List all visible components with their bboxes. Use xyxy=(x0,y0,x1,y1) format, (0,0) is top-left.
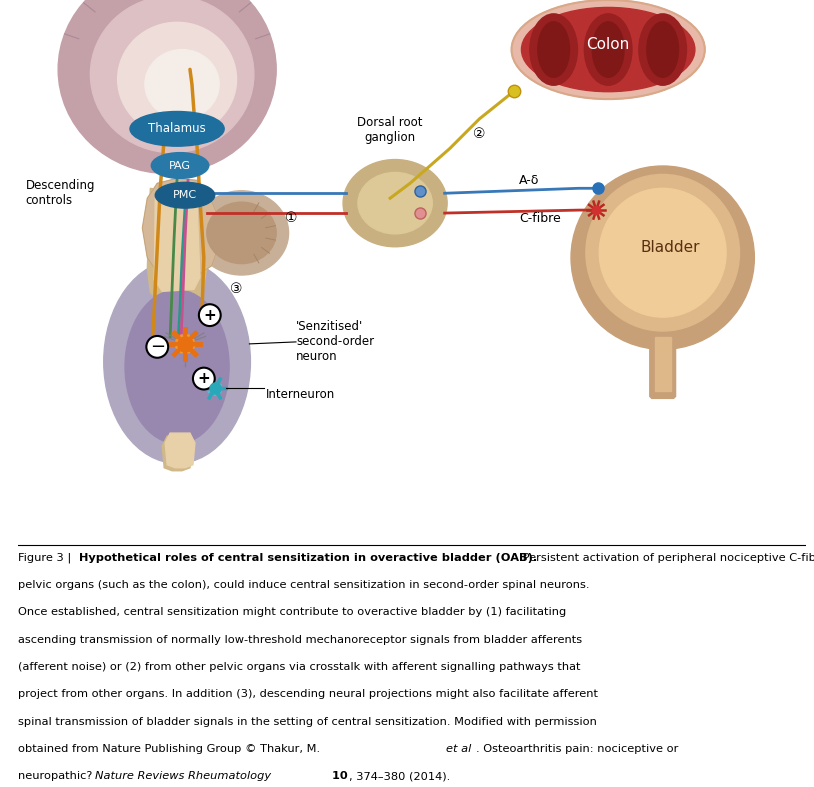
Ellipse shape xyxy=(343,160,447,247)
Text: 10: 10 xyxy=(327,771,348,781)
Ellipse shape xyxy=(90,0,254,153)
Ellipse shape xyxy=(358,172,432,234)
Text: C-fibre: C-fibre xyxy=(519,212,561,224)
Ellipse shape xyxy=(145,50,219,119)
Text: A-δ: A-δ xyxy=(519,174,540,187)
Text: ascending transmission of normally low-threshold mechanoreceptor signals from bl: ascending transmission of normally low-t… xyxy=(18,635,582,645)
Text: Thalamus: Thalamus xyxy=(148,122,206,135)
Polygon shape xyxy=(147,188,207,302)
Ellipse shape xyxy=(195,190,289,275)
Ellipse shape xyxy=(130,112,224,146)
Text: Dorsal root
ganglion: Dorsal root ganglion xyxy=(357,116,423,144)
Polygon shape xyxy=(142,179,220,279)
Ellipse shape xyxy=(599,188,726,317)
Text: ①: ① xyxy=(285,211,297,225)
Ellipse shape xyxy=(151,153,209,179)
Text: 'Senzitised'
second-order
neuron: 'Senzitised' second-order neuron xyxy=(296,320,374,364)
Ellipse shape xyxy=(530,14,577,85)
Text: . Osteoarthritis pain: nociceptive or: . Osteoarthritis pain: nociceptive or xyxy=(476,744,679,754)
Text: +: + xyxy=(204,308,217,323)
Text: Once established, central sensitization might contribute to overactive bladder b: Once established, central sensitization … xyxy=(18,608,567,618)
Circle shape xyxy=(193,368,215,390)
Text: Descending
controls: Descending controls xyxy=(25,179,95,207)
Text: PMC: PMC xyxy=(173,190,197,200)
Text: Hypothetical roles of central sensitization in overactive bladder (OAB).: Hypothetical roles of central sensitizat… xyxy=(79,552,536,563)
Ellipse shape xyxy=(593,22,624,77)
Ellipse shape xyxy=(584,14,632,85)
Ellipse shape xyxy=(522,7,695,91)
Ellipse shape xyxy=(571,166,755,349)
Text: (afferent noise) or (2) from other pelvic organs via crosstalk with afferent sig: (afferent noise) or (2) from other pelvi… xyxy=(18,662,580,672)
Text: Bladder: Bladder xyxy=(641,240,700,255)
Text: project from other organs. In addition (3), descending neural projections might : project from other organs. In addition (… xyxy=(18,689,598,700)
Text: Nature Reviews Rheumatology: Nature Reviews Rheumatology xyxy=(95,771,271,781)
Ellipse shape xyxy=(511,0,705,99)
Text: Figure 3 |: Figure 3 | xyxy=(18,552,75,563)
Ellipse shape xyxy=(639,14,686,85)
Text: −: − xyxy=(150,338,164,356)
Text: ②: ② xyxy=(473,127,486,141)
Polygon shape xyxy=(654,337,671,391)
Text: , 374–380 (2014).: , 374–380 (2014). xyxy=(349,771,450,781)
Text: PAG: PAG xyxy=(169,161,191,171)
Text: spinal transmission of bladder signals in the setting of central sensitization. : spinal transmission of bladder signals i… xyxy=(18,717,597,726)
Ellipse shape xyxy=(125,290,229,444)
Ellipse shape xyxy=(538,22,570,77)
Text: +: + xyxy=(198,371,210,386)
Text: Persistent activation of peripheral nociceptive C-fibres, such as those that pro: Persistent activation of peripheral noci… xyxy=(519,552,814,563)
Polygon shape xyxy=(165,433,195,467)
Ellipse shape xyxy=(586,175,739,331)
Ellipse shape xyxy=(103,260,251,464)
Ellipse shape xyxy=(155,183,215,208)
Text: neuropathic?: neuropathic? xyxy=(18,771,96,781)
Polygon shape xyxy=(155,198,200,291)
Ellipse shape xyxy=(117,22,237,136)
Ellipse shape xyxy=(58,0,276,173)
Polygon shape xyxy=(650,332,676,398)
Text: et al: et al xyxy=(446,744,471,754)
Ellipse shape xyxy=(207,202,276,264)
Text: Colon: Colon xyxy=(587,37,630,52)
Text: obtained from Nature Publishing Group © Thakur, M.: obtained from Nature Publishing Group © … xyxy=(18,744,324,754)
Circle shape xyxy=(199,305,221,326)
Polygon shape xyxy=(162,436,192,471)
Text: ③: ③ xyxy=(230,283,243,297)
Ellipse shape xyxy=(647,22,679,77)
Text: Interneuron: Interneuron xyxy=(266,388,335,401)
Circle shape xyxy=(147,336,168,358)
Text: pelvic organs (such as the colon), could induce central sensitization in second-: pelvic organs (such as the colon), could… xyxy=(18,580,589,590)
